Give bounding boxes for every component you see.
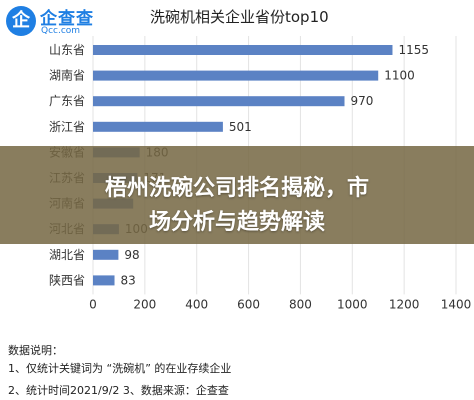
x-tick-label: 1200 <box>389 297 420 311</box>
notes-line-2: 2、统计时间2021/9/2 3、数据来源：企查查 <box>8 384 229 397</box>
article-title-banner: 梧州洗碗公司排名揭秘，市 场分析与趋势解读 <box>0 146 474 244</box>
chart-title: 洗碗机相关企业省份top10 <box>150 8 329 26</box>
category-label: 陕西省 <box>49 272 85 287</box>
value-label: 1100 <box>384 69 415 83</box>
value-label: 1155 <box>398 43 429 57</box>
x-tick-label: 800 <box>289 297 312 311</box>
logo-domain: Qcc.com <box>41 26 81 36</box>
value-label: 501 <box>229 120 252 134</box>
x-tick-label: 1400 <box>441 297 472 311</box>
value-label: 83 <box>121 273 136 287</box>
notes-line-1: 1、仅统计关键词为 “洗碗机” 的在业存续企业 <box>8 362 232 375</box>
x-tick-label: 600 <box>237 297 260 311</box>
bar <box>93 275 115 286</box>
banner-title-line-2: 场分析与趋势解读 <box>148 210 325 235</box>
value-label: 98 <box>124 248 139 262</box>
notes-heading: 数据说明： <box>8 344 63 357</box>
bar <box>93 121 223 132</box>
ticks-layer: 0 200 400 600 800 1000 1200 1400 <box>89 297 471 311</box>
bar <box>93 70 379 81</box>
x-tick-label: 0 <box>89 297 97 311</box>
bar <box>93 249 119 260</box>
category-label: 湖南省 <box>49 68 85 83</box>
bar <box>93 45 393 55</box>
category-label: 湖北省 <box>49 247 85 262</box>
category-label: 浙江省 <box>49 120 85 134</box>
logo-mark-icon: 企 <box>6 6 36 36</box>
x-tick-label: 200 <box>133 297 156 311</box>
category-label: 山东省 <box>49 43 85 57</box>
bar <box>93 96 345 107</box>
banner-title-line-1: 梧州洗碗公司排名揭秘，市 <box>104 176 369 201</box>
category-label: 广东省 <box>49 94 85 108</box>
value-label: 970 <box>351 94 374 108</box>
x-tick-label: 400 <box>185 297 208 311</box>
logo-text: 企查查 <box>40 9 94 29</box>
x-tick-label: 1000 <box>337 297 368 311</box>
